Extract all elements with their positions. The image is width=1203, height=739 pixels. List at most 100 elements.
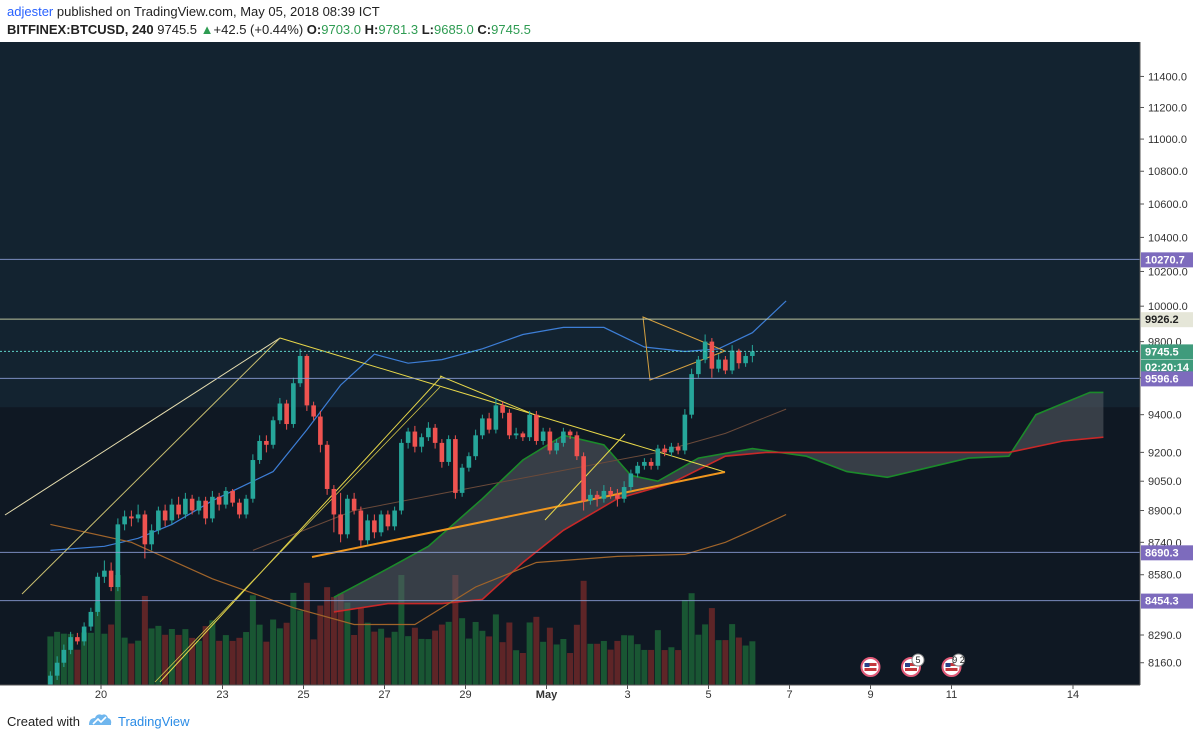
chart-area[interactable]: 11400.0 11200.0 11000.0 10800.0 10600.0 10400… [0, 42, 1203, 701]
author-link[interactable]: adjester [7, 4, 54, 19]
volume-bar [371, 631, 378, 685]
volume-bar [499, 642, 506, 685]
tradingview-logo-icon [89, 714, 112, 725]
candle [601, 490, 607, 499]
low-label: L: [421, 22, 435, 37]
candle [750, 351, 755, 356]
volume-bar [202, 626, 209, 685]
volume-bar [155, 625, 162, 685]
candle [608, 490, 613, 495]
candle [635, 465, 640, 474]
time-tick-label: 11 [946, 689, 957, 701]
candle [628, 473, 634, 488]
volume-bar [249, 595, 256, 685]
candle [250, 460, 256, 499]
time-tick-label: 14 [1067, 689, 1079, 701]
candle [378, 514, 384, 533]
volume-bar [526, 622, 533, 685]
tradingview-link[interactable]: TradingView [118, 714, 190, 729]
candle [358, 510, 364, 541]
candle [513, 433, 519, 436]
candle [642, 461, 647, 466]
price-tick-label: 8160.0 [1148, 658, 1182, 670]
time-axis[interactable]: 20 23 25 27 29 May 3 5 7 9 11 14 [0, 684, 1140, 701]
candle [675, 446, 681, 451]
volume-bar [675, 650, 682, 685]
event-count: 9 2 [952, 655, 965, 665]
cloud-fill [333, 392, 1104, 612]
time-tick-label: 29 [459, 689, 471, 701]
time-tick-label: 23 [216, 689, 228, 701]
candle [345, 498, 350, 535]
candle [621, 487, 627, 499]
candle [493, 405, 499, 430]
candle [486, 418, 492, 430]
volume-bar [681, 599, 688, 685]
volume-bar [243, 632, 250, 685]
volume-bar [634, 644, 641, 685]
change-arrow-icon: ▲ [200, 22, 214, 37]
volume-bar [614, 640, 621, 685]
volume-bar [742, 645, 749, 685]
volume-bar [486, 636, 493, 685]
candle [318, 416, 323, 445]
volume-bar [310, 639, 317, 685]
volume-bar [168, 629, 175, 685]
price-label: 8690.3 [1145, 547, 1179, 559]
volume-bar [425, 639, 432, 685]
volume-bar [195, 640, 202, 685]
candle [270, 420, 276, 445]
candle [648, 461, 654, 466]
volume-bar [459, 618, 466, 685]
volume-bar [398, 575, 405, 685]
volume-bar [101, 633, 108, 685]
candle [108, 570, 114, 588]
volume-bar [708, 608, 715, 685]
price-tick-label: 9400.0 [1148, 410, 1182, 422]
symbol-label: BITFINEX:BTCUSD, 240 [7, 22, 154, 37]
volume-bar [229, 640, 236, 685]
volume-bar [648, 649, 655, 685]
candle [338, 514, 343, 535]
volume-bar [135, 640, 142, 685]
candle [385, 514, 391, 527]
channel-line-lower [21, 337, 281, 595]
price-axis[interactable]: 11400.0 11200.0 11000.0 10800.0 10600.0 10400… [1139, 42, 1203, 701]
time-tick-label: 20 [95, 689, 107, 701]
volume-bar [67, 633, 74, 685]
candle [223, 490, 229, 505]
volume-bar [688, 593, 695, 685]
upper-zone [0, 42, 1140, 408]
volume-bar [695, 634, 702, 685]
candle [561, 431, 566, 443]
candle [75, 637, 80, 642]
candle [304, 355, 310, 406]
chart-header: adjester published on TradingView.com, M… [0, 0, 1203, 42]
candle [554, 442, 559, 451]
candle [405, 431, 411, 443]
candle [48, 675, 53, 689]
volume-bar [344, 602, 351, 685]
price-chart[interactable]: 11400.0 11200.0 11000.0 10800.0 10600.0 10400… [0, 42, 1203, 701]
price-label-bg [1141, 593, 1193, 609]
volume-bar [492, 614, 499, 685]
candle [547, 431, 553, 451]
flag-canton [905, 663, 910, 667]
candle [702, 341, 708, 360]
candle [594, 494, 600, 499]
wedge-line-2 [154, 386, 441, 683]
volume-bar [87, 632, 94, 685]
candle [392, 510, 397, 527]
candle [412, 431, 418, 447]
candle [243, 498, 249, 515]
candle [743, 355, 748, 364]
volume-bar [654, 630, 661, 685]
time-tick-label: 5 [705, 689, 711, 701]
flag-stripe [945, 666, 958, 668]
volume-bar [222, 635, 229, 685]
candle [682, 414, 688, 451]
candle [507, 412, 512, 436]
price-tick-label: 10400.0 [1148, 232, 1188, 244]
candle [662, 448, 667, 453]
volume-bar [128, 643, 135, 685]
